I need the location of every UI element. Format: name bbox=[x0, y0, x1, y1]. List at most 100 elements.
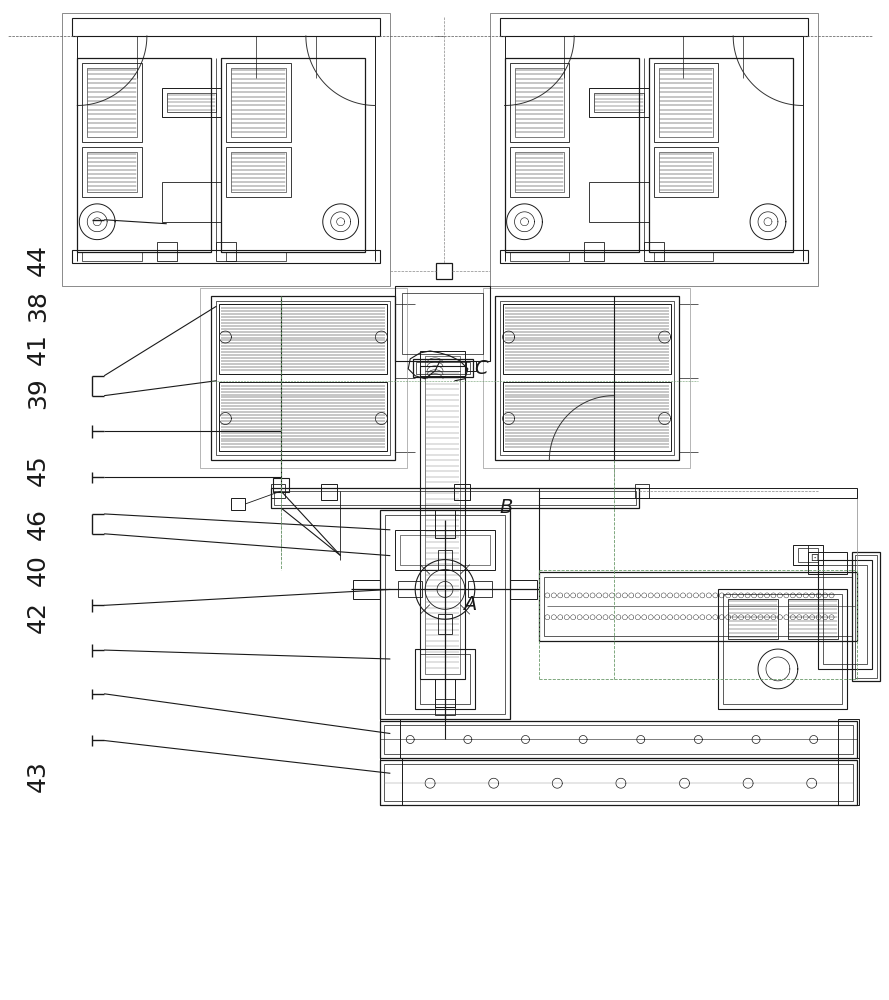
Bar bbox=[788, 599, 837, 639]
Bar bbox=[77, 58, 212, 252]
Bar bbox=[72, 250, 380, 263]
Bar bbox=[162, 88, 221, 117]
Bar bbox=[220, 382, 388, 451]
Bar bbox=[83, 63, 142, 142]
Bar bbox=[231, 152, 286, 192]
Bar bbox=[83, 252, 142, 261]
Bar bbox=[274, 491, 636, 505]
Bar bbox=[808, 552, 847, 574]
Bar bbox=[466, 361, 476, 371]
Text: 41: 41 bbox=[26, 333, 50, 365]
Bar bbox=[837, 758, 860, 805]
Bar bbox=[500, 250, 808, 263]
Bar bbox=[502, 304, 670, 374]
Text: 40: 40 bbox=[26, 554, 50, 586]
Bar bbox=[494, 296, 678, 460]
Bar bbox=[500, 18, 808, 36]
Bar bbox=[227, 63, 291, 142]
Bar bbox=[156, 242, 177, 261]
Bar bbox=[438, 614, 452, 634]
Bar bbox=[454, 484, 470, 500]
Bar bbox=[515, 152, 565, 192]
Bar bbox=[87, 68, 137, 137]
Bar bbox=[483, 288, 691, 468]
Bar bbox=[380, 721, 857, 758]
Bar bbox=[438, 550, 452, 570]
Bar bbox=[72, 18, 380, 36]
Text: 44: 44 bbox=[26, 244, 50, 276]
Bar bbox=[220, 304, 388, 374]
Bar bbox=[653, 252, 713, 261]
Bar bbox=[540, 488, 857, 498]
Bar bbox=[416, 362, 470, 374]
Text: C: C bbox=[474, 359, 487, 378]
Bar bbox=[227, 147, 291, 197]
Bar bbox=[728, 599, 778, 639]
Bar bbox=[718, 589, 847, 709]
Text: 42: 42 bbox=[26, 601, 50, 633]
Bar bbox=[413, 359, 473, 377]
Bar bbox=[853, 552, 880, 681]
Bar bbox=[544, 577, 853, 636]
Bar bbox=[380, 760, 857, 805]
Bar bbox=[435, 679, 455, 707]
Bar bbox=[490, 13, 818, 286]
Bar bbox=[321, 484, 337, 500]
Bar bbox=[402, 293, 483, 354]
Text: A: A bbox=[463, 595, 477, 614]
Bar bbox=[584, 242, 604, 261]
Text: 43: 43 bbox=[26, 760, 50, 792]
Bar bbox=[724, 594, 843, 704]
Bar bbox=[384, 764, 853, 801]
Bar bbox=[396, 530, 494, 570]
Bar bbox=[385, 515, 505, 714]
Bar bbox=[594, 93, 644, 112]
Bar bbox=[797, 548, 818, 562]
Bar bbox=[231, 498, 245, 510]
Text: 45: 45 bbox=[26, 454, 50, 486]
Bar bbox=[502, 382, 670, 451]
Bar bbox=[216, 242, 236, 261]
Text: 38: 38 bbox=[26, 290, 50, 322]
Bar bbox=[384, 725, 853, 754]
Bar bbox=[380, 719, 400, 758]
Bar bbox=[87, 152, 137, 192]
Bar bbox=[635, 484, 649, 498]
Bar bbox=[400, 535, 490, 565]
Bar bbox=[420, 366, 465, 679]
Bar bbox=[509, 63, 569, 142]
Bar bbox=[500, 301, 674, 455]
Bar bbox=[818, 560, 872, 669]
Bar bbox=[221, 58, 365, 252]
Bar bbox=[435, 510, 455, 538]
Bar bbox=[659, 152, 713, 192]
Bar bbox=[420, 351, 465, 376]
Bar bbox=[415, 649, 475, 709]
Text: 46: 46 bbox=[26, 508, 50, 540]
Bar bbox=[505, 58, 639, 252]
Bar bbox=[793, 545, 822, 565]
Bar bbox=[649, 58, 793, 252]
Bar bbox=[162, 182, 221, 222]
Bar bbox=[653, 147, 718, 197]
Bar bbox=[435, 699, 455, 715]
Bar bbox=[380, 758, 402, 805]
Bar bbox=[509, 252, 569, 261]
Text: ⊡: ⊡ bbox=[810, 553, 818, 563]
Bar bbox=[273, 478, 289, 492]
Bar bbox=[227, 252, 286, 261]
Bar bbox=[436, 263, 452, 279]
Bar bbox=[644, 242, 663, 261]
Bar bbox=[855, 555, 877, 678]
Bar bbox=[589, 88, 649, 117]
Bar bbox=[231, 68, 286, 137]
Bar bbox=[822, 565, 868, 664]
Bar bbox=[216, 301, 390, 455]
Bar bbox=[62, 13, 390, 286]
Bar bbox=[425, 371, 460, 674]
Bar bbox=[515, 68, 565, 137]
Bar bbox=[167, 93, 216, 112]
Bar bbox=[653, 63, 718, 142]
Bar bbox=[199, 288, 407, 468]
Bar bbox=[420, 654, 470, 704]
